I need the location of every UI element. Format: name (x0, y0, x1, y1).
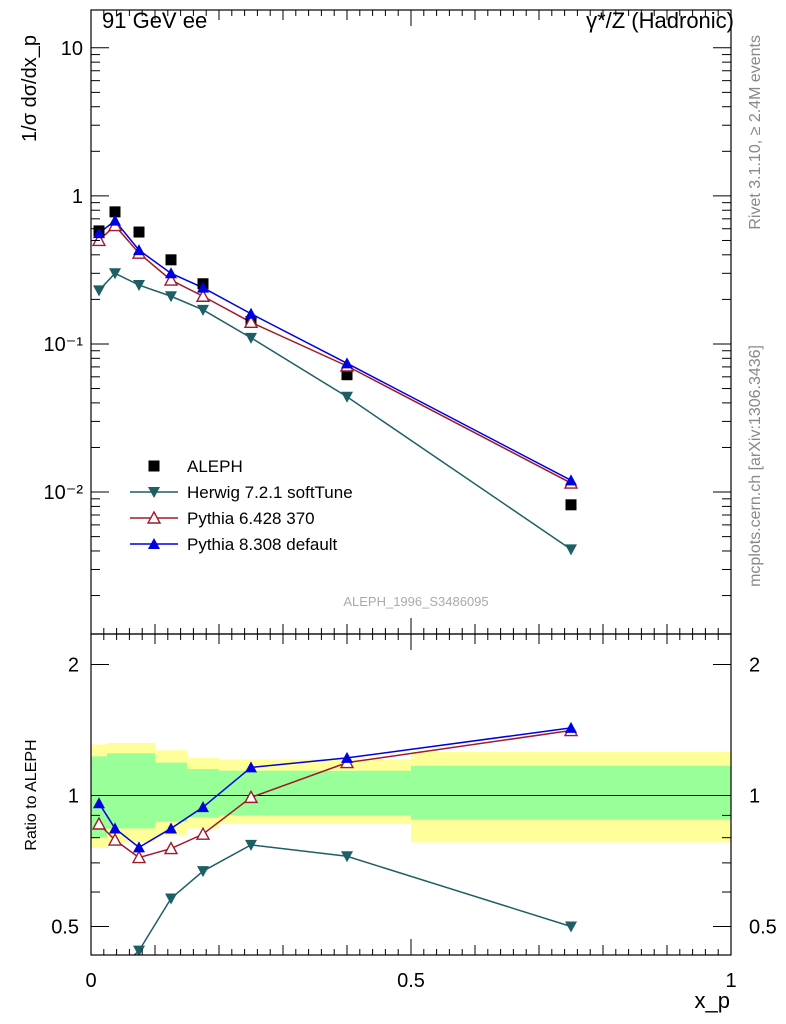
legend-label-0: ALEPH (187, 457, 243, 476)
ratio-y-axis-label: Ratio to ALEPH (23, 739, 40, 850)
main-point-s1-3 (165, 291, 177, 303)
main-point-s1-5 (245, 332, 257, 344)
ratio-point-s2-5 (245, 761, 257, 773)
x-tick-label: 0 (85, 970, 96, 992)
ratio-y-tick-label-right: 0.5 (749, 916, 777, 938)
ratio-point-s0-1 (109, 968, 121, 979)
main-y-tick-label: 10⁻² (44, 482, 84, 504)
main-y-tick-label: 10 (61, 38, 83, 60)
main-point-s1-6 (341, 391, 353, 403)
main-point-s2-5 (243, 314, 259, 329)
ratio-point-s2-2 (133, 841, 145, 853)
main-point-s3-6 (341, 357, 353, 369)
ratio-inner-band (283, 770, 411, 816)
ratio-point-s2-1 (109, 822, 121, 834)
x-tick-label: 0.5 (397, 970, 425, 992)
ratio-inner-band (155, 762, 187, 822)
ratio-plot-panel: 0.5 0.5 1 1 2 2 0 0.5 1 (51, 633, 777, 992)
main-point-s2-4 (195, 288, 211, 302)
main-point-s1-2 (133, 280, 145, 292)
main-y-tick-label: 1 (72, 186, 83, 208)
ratio-point-s1-4 (195, 826, 211, 840)
main-y-axis-label: 1/σ dσ/dx_p (19, 35, 41, 142)
ratio-y-tick-label-right: 2 (749, 654, 760, 676)
ratio-point-s1-3 (163, 841, 179, 855)
main-point-s3-3 (165, 267, 177, 279)
main-point-s0-7 (565, 499, 577, 511)
ratio-y-tick-label: 1 (68, 785, 79, 807)
ratio-point-s1-1 (107, 832, 123, 846)
main-point-s0-3 (165, 254, 177, 266)
x-axis-label: x_p (695, 988, 730, 1013)
main-point-s3-5 (245, 307, 257, 319)
ratio-point-s1-0 (91, 816, 107, 830)
ratio-y-tick-label: 2 (68, 654, 79, 676)
x-tick-label: 1 (725, 970, 736, 992)
main-point-s1-1 (109, 268, 121, 280)
main-point-s3-0 (93, 227, 105, 239)
ratio-point-s0-2 (133, 945, 145, 955)
ratio-point-s2-4 (197, 801, 209, 813)
legend: ALEPH Herwig 7.2.1 softTune Pythia 6.428 3… (130, 457, 353, 554)
main-point-s2-3 (163, 272, 179, 286)
main-point-s3-1 (109, 214, 121, 226)
main-point-s1-4 (197, 304, 209, 316)
main-point-s1-0 (93, 285, 105, 297)
ratio-point-s2-7 (565, 721, 577, 733)
main-point-s0-6 (341, 369, 353, 381)
main-point-s0-2 (133, 226, 145, 238)
ratio-inner-band (107, 753, 123, 829)
ratio-point-s0-6 (341, 851, 353, 863)
main-point-s3-7 (565, 474, 577, 486)
ratio-inner-band (411, 765, 731, 820)
ratio-point-s1-5 (243, 789, 259, 804)
legend-marker-1 (148, 487, 160, 498)
ratio-inner-band (123, 753, 155, 829)
legend-label-3: Pythia 8.308 default (187, 535, 338, 554)
ratio-inner-band (91, 756, 107, 838)
mcplots-site-label: mcplots.cern.ch [arXiv:1306.3436] (747, 345, 764, 587)
ratio-point-s2-6 (341, 751, 353, 763)
ratio-point-s0-4 (197, 866, 209, 878)
ratio-point-s0-3 (165, 893, 177, 905)
main-series-line-1 (98, 272, 572, 551)
ratio-point-s0-7 (565, 921, 577, 933)
main-plot-panel: 10⁻² 10⁻¹ 1 10 (44, 9, 732, 635)
header-process-label: γ*/Z (Hadronic) (586, 8, 734, 33)
analysis-watermark: ALEPH_1996_S3486095 (343, 594, 488, 609)
legend-marker-0 (148, 460, 160, 472)
legend-label-1: Herwig 7.2.1 softTune (187, 483, 353, 502)
ratio-point-s2-3 (165, 822, 177, 834)
legend-marker-3 (148, 538, 160, 549)
main-point-s1-7 (565, 544, 577, 556)
main-y-tick-label: 10⁻¹ (44, 334, 84, 356)
main-point-s0-1 (109, 206, 121, 218)
main-point-s3-4 (197, 281, 209, 293)
ratio-y-tick-label: 0.5 (51, 916, 79, 938)
ratio-point-s1-2 (131, 850, 147, 864)
ratio-series-line-0 (133, 844, 572, 955)
legend-marker-2 (146, 510, 162, 524)
ratio-y-tick-label-right: 1 (749, 785, 760, 807)
ratio-point-s0-5 (245, 839, 257, 851)
legend-label-2: Pythia 6.428 370 (187, 509, 315, 528)
main-point-s3-2 (133, 244, 145, 256)
rivet-version-label: Rivet 3.1.10, ≥ 2.4M events (747, 35, 764, 230)
ratio-point-s2-0 (93, 797, 105, 809)
